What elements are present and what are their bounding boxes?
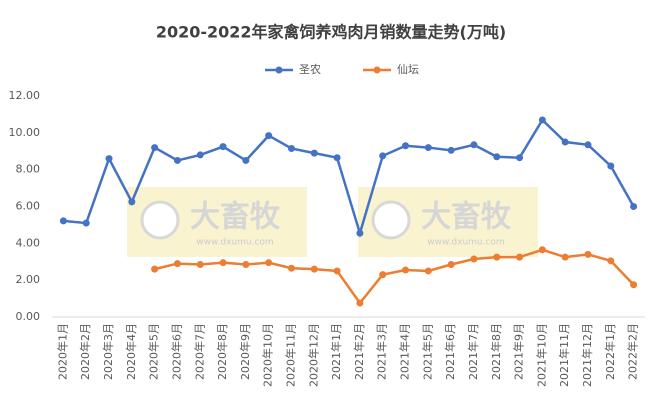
y-tick-label: 4.00 (16, 236, 41, 249)
x-tick-label: 2021年10月 (534, 323, 548, 387)
data-point (196, 261, 204, 269)
data-point (310, 149, 318, 157)
x-tick-label: 2021年8月 (489, 323, 503, 380)
x-tick-label: 2022年2月 (626, 323, 640, 380)
x-tick-label: 2020年4月 (124, 323, 138, 380)
data-point (561, 253, 569, 261)
x-tick-label: 2021年5月 (420, 323, 434, 380)
x-tick-label: 2020年9月 (238, 323, 252, 380)
x-tick-label: 2022年1月 (603, 323, 617, 380)
watermark-url: www.dxumu.com (427, 238, 504, 248)
x-tick-label: 2020年1月 (55, 323, 69, 380)
data-point (584, 141, 592, 149)
legend-marker (373, 66, 381, 74)
x-tick-label: 2021年12月 (580, 323, 594, 387)
data-point (402, 142, 410, 150)
data-point (607, 257, 615, 265)
data-point (310, 265, 318, 273)
legend-label: 圣农 (299, 62, 321, 76)
data-point (242, 156, 250, 164)
x-tick-label: 2020年12月 (306, 323, 320, 387)
y-tick-label: 12.00 (9, 89, 41, 102)
x-tick-label: 2021年7月 (466, 323, 480, 380)
data-point (584, 250, 592, 258)
data-point (265, 132, 273, 140)
x-tick-label: 2020年10月 (261, 323, 275, 387)
data-point (630, 281, 638, 289)
data-point (538, 116, 546, 124)
data-point (265, 259, 273, 267)
x-tick-label: 2021年11月 (557, 323, 571, 387)
x-tick-label: 2021年4月 (398, 323, 412, 380)
x-tick-label: 2021年6月 (443, 323, 457, 380)
data-point (379, 271, 387, 279)
data-point (516, 154, 524, 162)
y-tick-label: 0.00 (16, 310, 41, 323)
watermark-logo (140, 200, 180, 240)
data-point (424, 267, 432, 275)
x-tick-label: 2020年5月 (147, 323, 161, 380)
data-point (538, 246, 546, 254)
data-point (151, 265, 159, 273)
data-point (173, 156, 181, 164)
data-point (196, 151, 204, 159)
data-point (82, 219, 90, 227)
data-point (493, 253, 501, 261)
data-point (424, 144, 432, 152)
series-line (154, 248, 635, 306)
series-line (63, 117, 635, 238)
data-point (447, 261, 455, 269)
watermark-brand: 大畜牧 (190, 200, 281, 235)
data-point (470, 141, 478, 149)
x-tick-label: 2021年2月 (352, 323, 366, 380)
data-point (356, 229, 364, 237)
data-point (493, 153, 501, 161)
data-point (128, 198, 136, 206)
watermark-brand: 大畜牧 (421, 200, 512, 235)
data-point (105, 155, 113, 163)
y-tick-label: 10.00 (9, 126, 41, 139)
data-point (173, 260, 181, 268)
y-tick-label: 6.00 (16, 200, 41, 213)
data-point (219, 259, 227, 267)
data-point (447, 146, 455, 154)
data-point (561, 138, 569, 146)
y-tick-label: 8.00 (16, 163, 41, 176)
data-point (333, 267, 341, 275)
x-tick-label: 2021年1月 (329, 323, 343, 380)
data-point (242, 261, 250, 269)
x-tick-label: 2021年3月 (375, 323, 389, 380)
x-tick-label: 2020年6月 (169, 323, 183, 380)
data-point (470, 255, 478, 263)
x-tick-label: 2020年3月 (101, 323, 115, 380)
data-point (219, 143, 227, 151)
chart-title: 2020-2022年家禽饲养鸡肉月销数量走势(万吨) (156, 23, 506, 42)
watermarks: 大畜牧 大畜牧 www.dxumu.com www.dxumu.com (127, 187, 538, 257)
data-point (516, 253, 524, 261)
data-point (379, 152, 387, 160)
y-tick-label: 2.00 (16, 273, 41, 286)
legend-label: 仙坛 (397, 63, 419, 76)
data-point (151, 144, 159, 152)
watermark-logo (371, 200, 411, 240)
data-point (402, 266, 410, 274)
x-tick-label: 2020年2月 (78, 323, 92, 380)
x-tick-label: 2020年8月 (215, 323, 229, 380)
data-point (607, 162, 615, 170)
data-point (630, 203, 638, 210)
x-tick-label: 2021年9月 (512, 323, 526, 380)
watermark-url: www.dxumu.com (196, 238, 273, 248)
x-tick-label: 2020年11月 (283, 323, 297, 387)
x-tick-label: 2020年7月 (192, 323, 206, 380)
data-point (59, 217, 67, 225)
legend-marker (275, 66, 283, 74)
data-point (287, 144, 295, 152)
data-point (356, 299, 364, 307)
data-point (287, 264, 295, 272)
data-point (333, 154, 341, 162)
